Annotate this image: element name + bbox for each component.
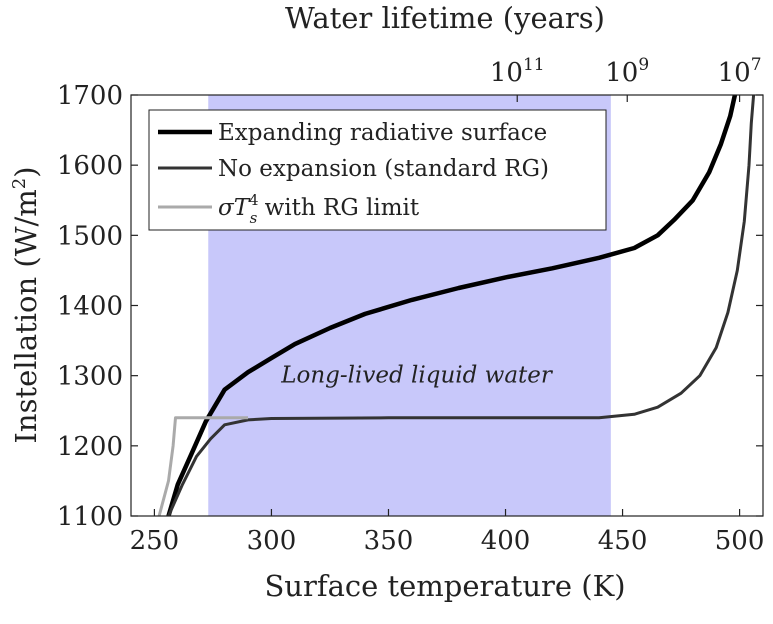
legend-t-sup: 4 [249,191,259,209]
x-tick-label: 400 [481,526,531,556]
series-expanding-surface [166,95,738,516]
y-tick-label: 1400 [57,292,123,322]
legend-t: T [234,195,251,221]
x-tick-label: 500 [715,526,765,556]
legend-label-no-expansion: No expansion (standard RG) [218,156,549,182]
y-tick-label: 1300 [57,362,123,392]
series-no-expansion [167,95,756,516]
x-tick-label: 450 [598,526,648,556]
legend-t-sub: s [250,209,258,227]
x-tick-label: 250 [130,526,180,556]
x-tick-label: 300 [247,526,297,556]
top-axis-title: Water lifetime (years) [285,1,605,35]
liquid-water-annotation: Long-lived liquid water [280,363,554,389]
legend-sigma: σ [218,195,235,221]
x-tick-label: 350 [364,526,414,556]
y-axis-title-end: ) [9,166,43,177]
y-axis-title-base: Instellation (W/m [9,189,43,443]
top-tick-label: 1011 [490,55,545,88]
top-tick-label: 107 [718,55,762,88]
y-tick-label: 1600 [57,151,123,181]
top-tick-label: 109 [605,55,649,88]
series-rg-limit [157,416,248,516]
series-group [157,95,756,516]
legend-label-expanding: Expanding radiative surface [218,120,547,146]
y-tick-label: 1500 [57,221,123,251]
y-tick-label: 1100 [57,502,123,532]
y-tick-label: 1200 [57,432,123,462]
y-tick-label: 1700 [57,81,123,111]
axes: 250 300 350 400 450 500 1100 1200 1300 1400 1500 16… [57,55,765,556]
y-axis-title: Instellation (W/m2) [9,166,43,443]
legend-label-rg-limit: σT4 s with RG limit [218,191,420,227]
legend-rest: with RG limit [257,195,420,221]
legend-box [148,109,607,231]
y-axis-title-sup: 2 [9,178,30,189]
legend: Expanding radiative surface No expansion… [148,109,607,231]
x-axis-title: Surface temperature (K) [264,569,625,603]
